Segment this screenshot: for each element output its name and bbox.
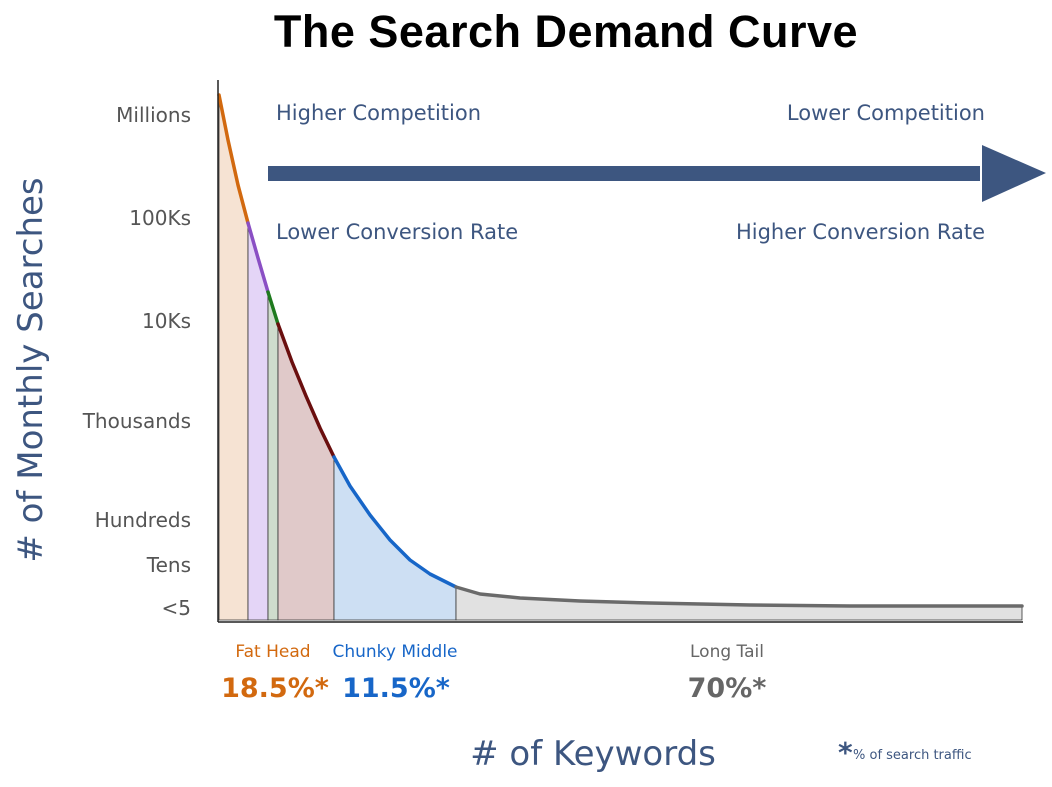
maroon-area xyxy=(277,323,335,621)
long-tail-curve xyxy=(454,585,1024,608)
purple-curve xyxy=(246,221,270,294)
y-tick-label: 100Ks xyxy=(129,206,191,230)
y-tick-label: Thousands xyxy=(82,409,191,433)
fat-head-share: 18.5%* xyxy=(221,673,329,704)
y-tick-label: Tens xyxy=(146,553,191,577)
y-tick-label: Millions xyxy=(116,103,191,127)
y-axis-label: # of Monthly Searches xyxy=(11,177,51,562)
chart-title: The Search Demand Curve xyxy=(274,6,858,57)
y-tick-label: <5 xyxy=(162,596,191,620)
x-axis-label: # of Keywords xyxy=(470,734,716,774)
y-tick-labels: Millions 100Ks 10Ks Thousands Hundreds Tens <5 xyxy=(82,103,191,620)
direction-arrow-shaft xyxy=(268,166,980,181)
green-area xyxy=(267,291,279,621)
chunky-middle-curve xyxy=(332,455,458,589)
footnote-text: % of search traffic xyxy=(853,748,972,763)
higher-conversion-label: Higher Conversion Rate xyxy=(736,220,985,244)
y-tick-label: 10Ks xyxy=(142,309,191,333)
direction-arrow-head xyxy=(982,145,1046,202)
long-tail-label: Long Tail xyxy=(690,642,764,662)
chunky-middle-share: 11.5%* xyxy=(342,673,450,704)
lower-conversion-label: Lower Conversion Rate xyxy=(276,220,518,244)
chunky-middle-area xyxy=(333,456,457,621)
y-tick-label: Hundreds xyxy=(95,508,191,532)
footnote-marker: * xyxy=(838,736,853,769)
fat-head-curve xyxy=(217,93,250,225)
green-curve xyxy=(266,290,280,326)
higher-competition-label: Higher Competition xyxy=(276,101,481,125)
fat-head-label: Fat Head xyxy=(235,642,310,662)
curve-segments xyxy=(217,93,1024,608)
maroon-curve xyxy=(276,322,336,459)
chunky-middle-label: Chunky Middle xyxy=(332,642,457,662)
fat-head-area xyxy=(218,94,249,621)
long-tail-share: 70%* xyxy=(688,673,767,704)
lower-competition-label: Lower Competition xyxy=(787,101,985,125)
